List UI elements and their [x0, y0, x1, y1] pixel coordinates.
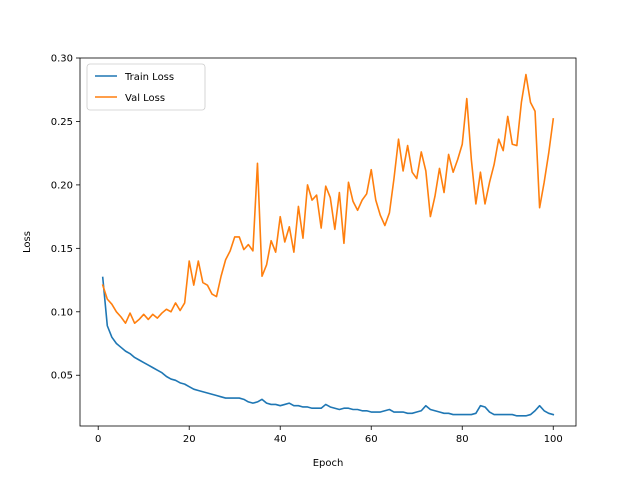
x-tick-label: 80: [456, 434, 469, 445]
plot-frame: [79, 57, 577, 427]
x-tick-label: 60: [365, 434, 378, 445]
y-tick-label: 0.25: [51, 117, 73, 128]
x-tick-label: 0: [95, 434, 101, 445]
y-tick-label: 0.10: [51, 307, 73, 318]
x-tick-label: 20: [183, 434, 196, 445]
series-line-val-loss: [101, 73, 555, 325]
y-tick-label: 0.05: [51, 371, 73, 382]
x-tick-label: 40: [274, 434, 287, 445]
plot-area: [80, 58, 576, 426]
x-tick-label: 100: [544, 434, 563, 445]
y-tick-label: 0.20: [51, 180, 73, 191]
y-tick-label: 0.30: [51, 54, 73, 65]
y-axis-label: Loss: [22, 231, 33, 253]
legend-label: Train Loss: [124, 72, 174, 83]
x-axis: 0 20 40 60 80 100: [95, 426, 563, 445]
series-lines: [101, 73, 555, 417]
legend: Train Loss Val Loss: [86, 63, 206, 111]
series-line-train-loss: [101, 276, 555, 417]
y-axis: 0.05 0.10 0.15 0.20 0.25 0.30: [51, 54, 80, 382]
y-tick-label: 0.15: [51, 244, 73, 255]
x-axis-label: Epoch: [313, 458, 344, 469]
legend-label: Val Loss: [125, 93, 165, 104]
